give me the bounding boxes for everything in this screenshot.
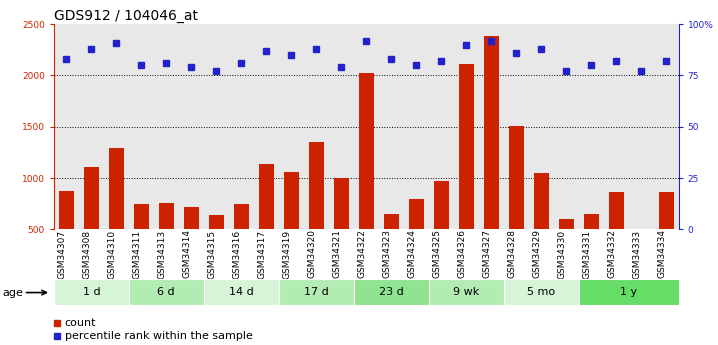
Bar [508, 126, 523, 229]
Bar [84, 167, 99, 229]
Text: 6 d: 6 d [157, 287, 175, 297]
Text: GDS912 / 104046_at: GDS912 / 104046_at [54, 9, 198, 23]
Text: GSM34332: GSM34332 [607, 229, 616, 278]
Text: percentile rank within the sample: percentile rank within the sample [65, 332, 253, 341]
Bar [134, 204, 149, 229]
Text: GSM34310: GSM34310 [107, 229, 116, 278]
Bar [383, 214, 398, 229]
Text: GSM34315: GSM34315 [208, 229, 216, 278]
Bar [54, 279, 129, 305]
Bar [234, 204, 248, 229]
Bar [409, 199, 424, 229]
Bar [434, 181, 449, 229]
Text: GSM34311: GSM34311 [132, 229, 141, 278]
Text: GSM34316: GSM34316 [232, 229, 241, 278]
Text: GSM34331: GSM34331 [582, 229, 591, 278]
Text: 23 d: 23 d [379, 287, 404, 297]
Text: GSM34313: GSM34313 [157, 229, 167, 278]
Bar [359, 73, 373, 229]
Text: GSM34314: GSM34314 [182, 229, 191, 278]
Bar [184, 207, 199, 229]
Bar [334, 178, 349, 229]
Text: GSM34308: GSM34308 [83, 229, 91, 278]
Text: 1 y: 1 y [620, 287, 637, 297]
Text: GSM34333: GSM34333 [632, 229, 641, 278]
Text: 14 d: 14 d [229, 287, 253, 297]
Text: GSM34326: GSM34326 [457, 229, 466, 278]
Bar [429, 279, 503, 305]
Bar [279, 279, 354, 305]
Bar [159, 203, 174, 229]
Text: GSM34329: GSM34329 [532, 229, 541, 278]
Text: count: count [65, 318, 96, 327]
Text: GSM34317: GSM34317 [257, 229, 266, 278]
Text: GSM34334: GSM34334 [657, 229, 666, 278]
Bar [284, 172, 299, 229]
Text: GSM34324: GSM34324 [407, 229, 416, 278]
Text: GSM34322: GSM34322 [357, 229, 366, 278]
Bar [59, 191, 74, 229]
Bar [533, 173, 549, 229]
Bar [354, 279, 429, 305]
Bar [484, 37, 498, 229]
Text: age: age [2, 288, 23, 297]
Bar [658, 193, 673, 229]
Text: GSM34328: GSM34328 [507, 229, 516, 278]
Bar [579, 279, 679, 305]
Text: GSM34319: GSM34319 [282, 229, 292, 278]
Bar [258, 164, 274, 229]
Text: GSM34320: GSM34320 [307, 229, 316, 278]
Bar [209, 215, 224, 229]
Text: 5 mo: 5 mo [527, 287, 555, 297]
Text: 1 d: 1 d [83, 287, 100, 297]
Text: GSM34323: GSM34323 [382, 229, 391, 278]
Text: 17 d: 17 d [304, 287, 329, 297]
Bar [584, 214, 599, 229]
Text: GSM34325: GSM34325 [432, 229, 441, 278]
Bar [559, 219, 574, 229]
Bar [309, 142, 324, 229]
Bar [109, 148, 123, 229]
Text: GSM34330: GSM34330 [557, 229, 566, 278]
Bar [609, 193, 623, 229]
Bar [129, 279, 204, 305]
Bar [459, 64, 474, 229]
Text: 9 wk: 9 wk [453, 287, 479, 297]
Bar [204, 279, 279, 305]
Bar [503, 279, 579, 305]
Text: GSM34327: GSM34327 [482, 229, 491, 278]
Text: GSM34307: GSM34307 [57, 229, 66, 278]
Text: GSM34321: GSM34321 [332, 229, 341, 278]
